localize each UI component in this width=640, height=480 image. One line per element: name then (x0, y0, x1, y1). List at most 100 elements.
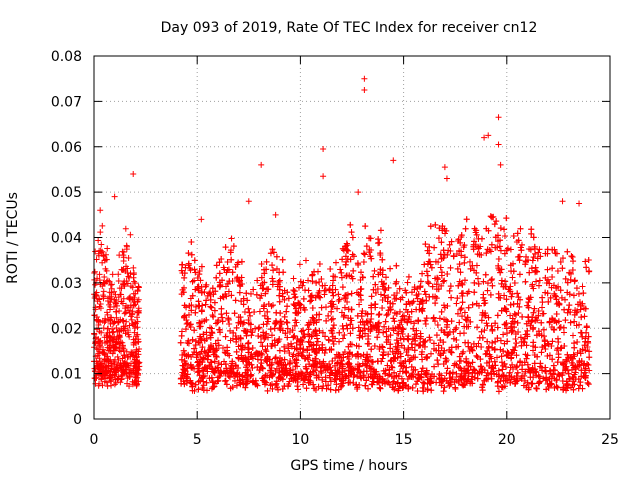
data-point (135, 378, 142, 385)
data-point (339, 256, 346, 263)
data-point (277, 318, 284, 325)
data-point (444, 271, 451, 278)
data-point (475, 245, 482, 252)
data-point (196, 323, 203, 330)
data-point (261, 335, 268, 342)
data-point (495, 256, 502, 263)
data-point (109, 329, 116, 336)
data-point (483, 320, 490, 327)
data-point (215, 342, 222, 349)
data-point (134, 314, 141, 321)
data-point (315, 383, 322, 390)
data-point (471, 289, 478, 296)
data-point (132, 290, 139, 297)
data-point (224, 280, 231, 287)
data-point (498, 307, 505, 314)
data-point (273, 309, 280, 316)
data-point (328, 316, 335, 323)
data-point (284, 319, 291, 326)
data-point (379, 351, 386, 358)
data-point (96, 277, 103, 284)
data-point (573, 285, 580, 292)
data-point (302, 257, 309, 264)
data-point (457, 365, 464, 372)
data-point (475, 275, 482, 282)
data-point (567, 276, 574, 283)
data-point (181, 274, 188, 281)
data-point (402, 287, 409, 294)
data-point (554, 359, 561, 366)
data-point (541, 336, 548, 343)
data-point (193, 354, 200, 361)
data-point (537, 363, 544, 370)
data-point (385, 294, 392, 301)
data-point (523, 320, 530, 327)
data-point (376, 384, 383, 391)
data-point (368, 346, 375, 353)
data-point (109, 337, 116, 344)
data-point (328, 308, 335, 315)
data-point (108, 382, 115, 389)
data-point (178, 267, 185, 274)
data-point (322, 287, 329, 294)
data-point (290, 301, 297, 308)
data-point (564, 289, 571, 296)
data-point (497, 225, 504, 232)
data-point (396, 324, 403, 331)
data-point (532, 250, 539, 257)
data-point (191, 266, 198, 273)
data-point (484, 287, 491, 294)
data-point (376, 311, 383, 318)
data-point (513, 312, 520, 319)
data-point (383, 333, 390, 340)
data-point (554, 335, 561, 342)
data-point (182, 326, 189, 333)
data-point (460, 330, 467, 337)
data-point (436, 315, 443, 322)
data-point (585, 256, 592, 263)
data-point (280, 371, 287, 378)
data-point (459, 281, 466, 288)
data-point (102, 368, 109, 375)
data-point (104, 309, 111, 316)
data-point (116, 334, 123, 341)
data-point (242, 384, 249, 391)
data-point (330, 340, 337, 347)
data-point (322, 367, 329, 374)
data-point (546, 352, 553, 359)
data-point (520, 382, 527, 389)
data-point (518, 241, 525, 248)
data-point (347, 330, 354, 337)
data-point (440, 255, 447, 262)
data-point (127, 231, 134, 238)
data-point (312, 367, 319, 374)
data-point (115, 375, 122, 382)
data-point (523, 253, 530, 260)
data-point (130, 264, 137, 271)
data-point (536, 246, 543, 253)
data-point (113, 339, 120, 346)
data-point (557, 287, 564, 294)
data-point (550, 362, 557, 369)
data-point (104, 245, 111, 252)
data-point (368, 246, 375, 253)
data-point (107, 282, 114, 289)
data-point (517, 358, 524, 365)
data-point (568, 366, 575, 373)
data-point (432, 221, 439, 228)
data-point (313, 279, 320, 286)
data-point (354, 386, 361, 393)
data-point (529, 281, 536, 288)
data-point (91, 268, 98, 275)
data-point (309, 305, 316, 312)
data-point (325, 312, 332, 319)
data-point (431, 363, 438, 370)
data-point (224, 344, 231, 351)
data-point (107, 306, 114, 313)
data-point (444, 365, 451, 372)
data-point (209, 285, 216, 292)
data-point (333, 381, 340, 388)
data-point (517, 244, 524, 251)
data-point (93, 358, 100, 365)
data-point (477, 363, 484, 370)
